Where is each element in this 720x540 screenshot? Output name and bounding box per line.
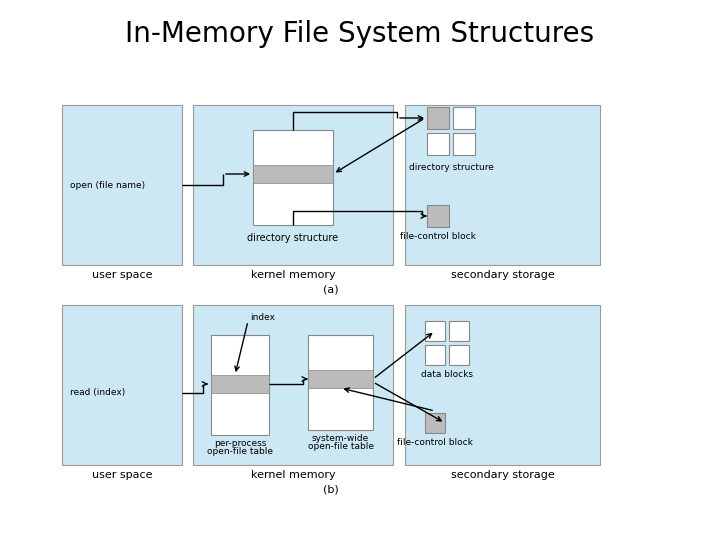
Bar [211, 375, 269, 393]
Text: (b): (b) [323, 484, 339, 494]
Bar [308, 335, 373, 430]
Text: In-Memory File System Structures: In-Memory File System Structures [125, 20, 595, 48]
Text: kernel memory: kernel memory [251, 270, 336, 280]
Bar [405, 305, 600, 465]
Bar [193, 105, 393, 265]
Text: directory structure: directory structure [248, 233, 338, 243]
Bar [211, 335, 269, 435]
Bar [427, 205, 449, 227]
Text: (a): (a) [323, 284, 339, 294]
Text: index: index [250, 313, 275, 321]
Bar [425, 413, 445, 433]
Bar [427, 107, 449, 129]
Text: per-process: per-process [214, 439, 266, 448]
Text: kernel memory: kernel memory [251, 470, 336, 480]
Bar [308, 370, 373, 388]
Bar [427, 133, 449, 155]
Text: secondary storage: secondary storage [451, 470, 554, 480]
Text: read (index): read (index) [70, 388, 125, 397]
Bar [453, 107, 475, 129]
Bar [449, 345, 469, 365]
Bar [62, 105, 182, 265]
Bar [425, 321, 445, 341]
Bar [253, 165, 333, 183]
Text: open-file table: open-file table [207, 447, 273, 456]
Text: open-file table: open-file table [307, 442, 374, 451]
Text: file-control block: file-control block [400, 232, 476, 241]
Text: secondary storage: secondary storage [451, 270, 554, 280]
Bar [193, 305, 393, 465]
Bar [405, 105, 600, 265]
Text: user space: user space [91, 470, 152, 480]
Bar [453, 133, 475, 155]
Text: file-control block: file-control block [397, 438, 473, 447]
Bar [62, 305, 182, 465]
Text: open (file name): open (file name) [70, 180, 145, 190]
Bar [253, 130, 333, 225]
Text: system-wide: system-wide [312, 434, 369, 443]
Bar [449, 321, 469, 341]
Text: directory structure: directory structure [408, 163, 493, 172]
Text: data blocks: data blocks [421, 370, 473, 379]
Text: user space: user space [91, 270, 152, 280]
Bar [425, 345, 445, 365]
